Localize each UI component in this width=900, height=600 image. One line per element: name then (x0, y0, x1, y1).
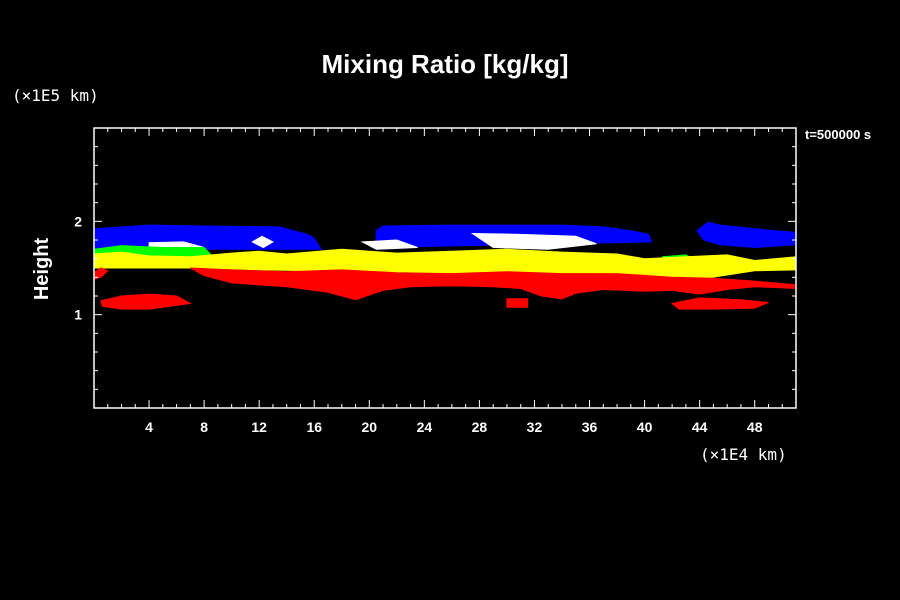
x-tick-label: 4 (145, 419, 153, 435)
x-tick-label: 44 (692, 419, 708, 435)
y-axis-label: Height (31, 238, 53, 301)
y-tick-label: 1 (74, 307, 82, 323)
x-tick-label: 40 (637, 419, 653, 435)
red-region-2 (100, 293, 192, 310)
axes-frame (93, 127, 797, 409)
data-layer (93, 221, 797, 310)
time-label: t=500000 s (805, 127, 871, 142)
red-region-4 (670, 297, 769, 310)
x-tick-label: 28 (472, 419, 488, 435)
x-tick-label: 16 (306, 419, 322, 435)
y-tick-label: 2 (74, 213, 82, 229)
white-region-3 (470, 232, 597, 250)
x-tick-label: 20 (362, 419, 378, 435)
x-tick-label: 8 (200, 419, 208, 435)
white-region-2 (360, 239, 418, 250)
x-unit-label: (×1E4 km) (700, 445, 787, 464)
x-tick-label: 32 (527, 419, 543, 435)
blue-region-2 (696, 221, 797, 249)
red-region-0 (190, 267, 797, 301)
red-region-3 (506, 298, 529, 308)
x-tick-label: 24 (417, 419, 433, 435)
x-tick-label: 48 (747, 419, 763, 435)
x-tick-label: 36 (582, 419, 598, 435)
chart-title: Mixing Ratio [kg/kg] (322, 49, 569, 79)
x-tick-label: 12 (251, 419, 267, 435)
white-region-1 (251, 235, 274, 249)
yellow-region-0 (93, 248, 797, 280)
y-unit-label: (×1E5 km) (12, 86, 99, 105)
